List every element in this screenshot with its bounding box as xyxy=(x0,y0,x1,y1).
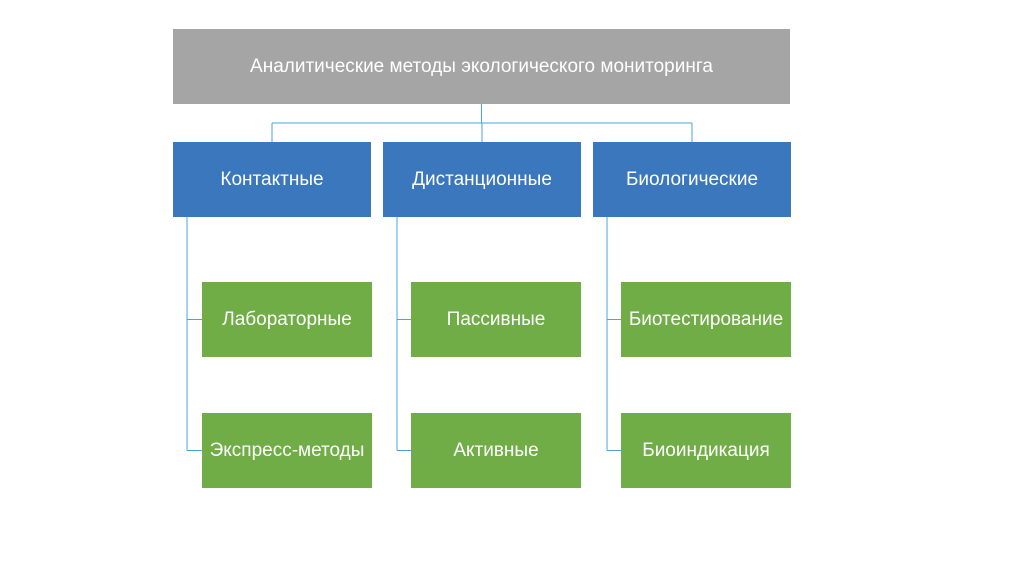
leaf-label: Биоиндикация xyxy=(642,440,770,462)
leaf-label: Пассивные xyxy=(447,309,546,331)
leaf-label: Экспресс-методы xyxy=(210,440,365,462)
category-label: Дистанционные xyxy=(412,169,552,191)
leaf-node-2-1: Биоиндикация xyxy=(621,413,791,488)
category-node-0: Контактные xyxy=(173,142,371,217)
leaf-label: Лабораторные xyxy=(222,309,352,331)
leaf-node-2-0: Биотестирование xyxy=(621,282,791,357)
leaf-node-0-0: Лабораторные xyxy=(202,282,372,357)
leaf-label: Активные xyxy=(453,440,538,462)
category-node-2: Биологические xyxy=(593,142,791,217)
category-label: Контактные xyxy=(220,169,323,191)
leaf-label: Биотестирование xyxy=(629,309,783,331)
root-node: Аналитические методы экологического мони… xyxy=(173,29,790,104)
root-label: Аналитические методы экологического мони… xyxy=(250,56,713,78)
leaf-node-1-0: Пассивные xyxy=(411,282,581,357)
leaf-node-1-1: Активные xyxy=(411,413,581,488)
leaf-node-0-1: Экспресс-методы xyxy=(202,413,372,488)
category-label: Биологические xyxy=(626,169,758,191)
category-node-1: Дистанционные xyxy=(383,142,581,217)
